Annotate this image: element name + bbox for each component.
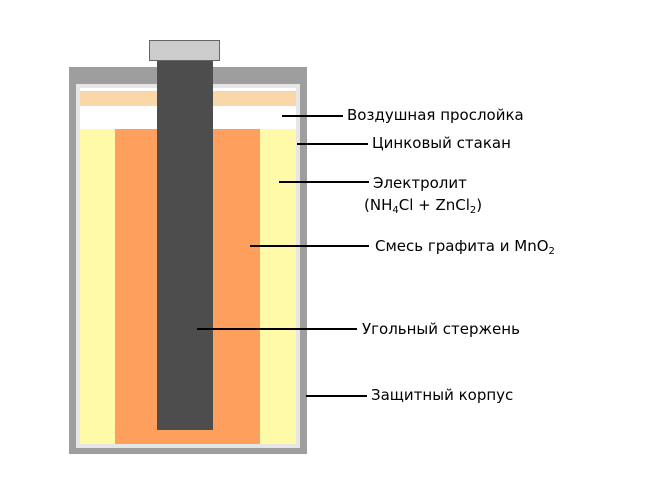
label-electrolyte-formula: (NH4Cl + ZnCl2) (364, 196, 483, 216)
carbon-rod (157, 59, 213, 430)
formula-open: (NH (364, 196, 393, 214)
label-zinc-cup: Цинковый стакан (372, 134, 511, 152)
formula-mid: Cl + ZnCl (398, 196, 470, 214)
formula-close: ) (476, 196, 483, 214)
formula-sub-2: 2 (469, 205, 477, 216)
mixture-text: Смесь графита и MnO (375, 237, 549, 255)
label-mixture: Смесь графита и MnO2 (375, 237, 555, 257)
label-protective-case: Защитный корпус (371, 386, 514, 404)
label-air-layer: Воздушная прослойка (347, 106, 524, 124)
rod-cap (149, 40, 220, 61)
label-electrolyte: Электролит (373, 174, 467, 192)
label-carbon-rod: Угольный стержень (362, 320, 520, 338)
formula-sub-4: 4 (392, 205, 399, 216)
mixture-sub: 2 (548, 246, 555, 257)
